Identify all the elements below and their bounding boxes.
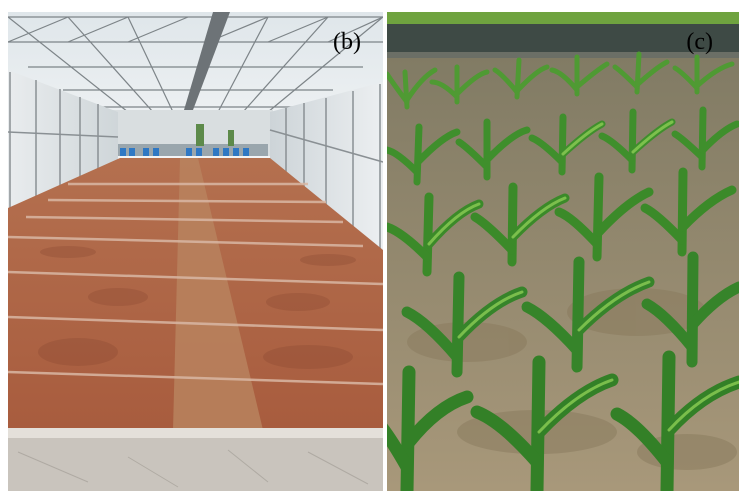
panel-c-maize-photo: (c) [387, 12, 739, 491]
panel-label-b: (b) [333, 29, 361, 55]
greenhouse-soil-plots-photo [8, 12, 383, 491]
maize-seedlings-field-photo [387, 12, 739, 491]
panel-b-greenhouse-photo: (b) [8, 12, 383, 491]
panel-label-c: (c) [686, 29, 713, 55]
